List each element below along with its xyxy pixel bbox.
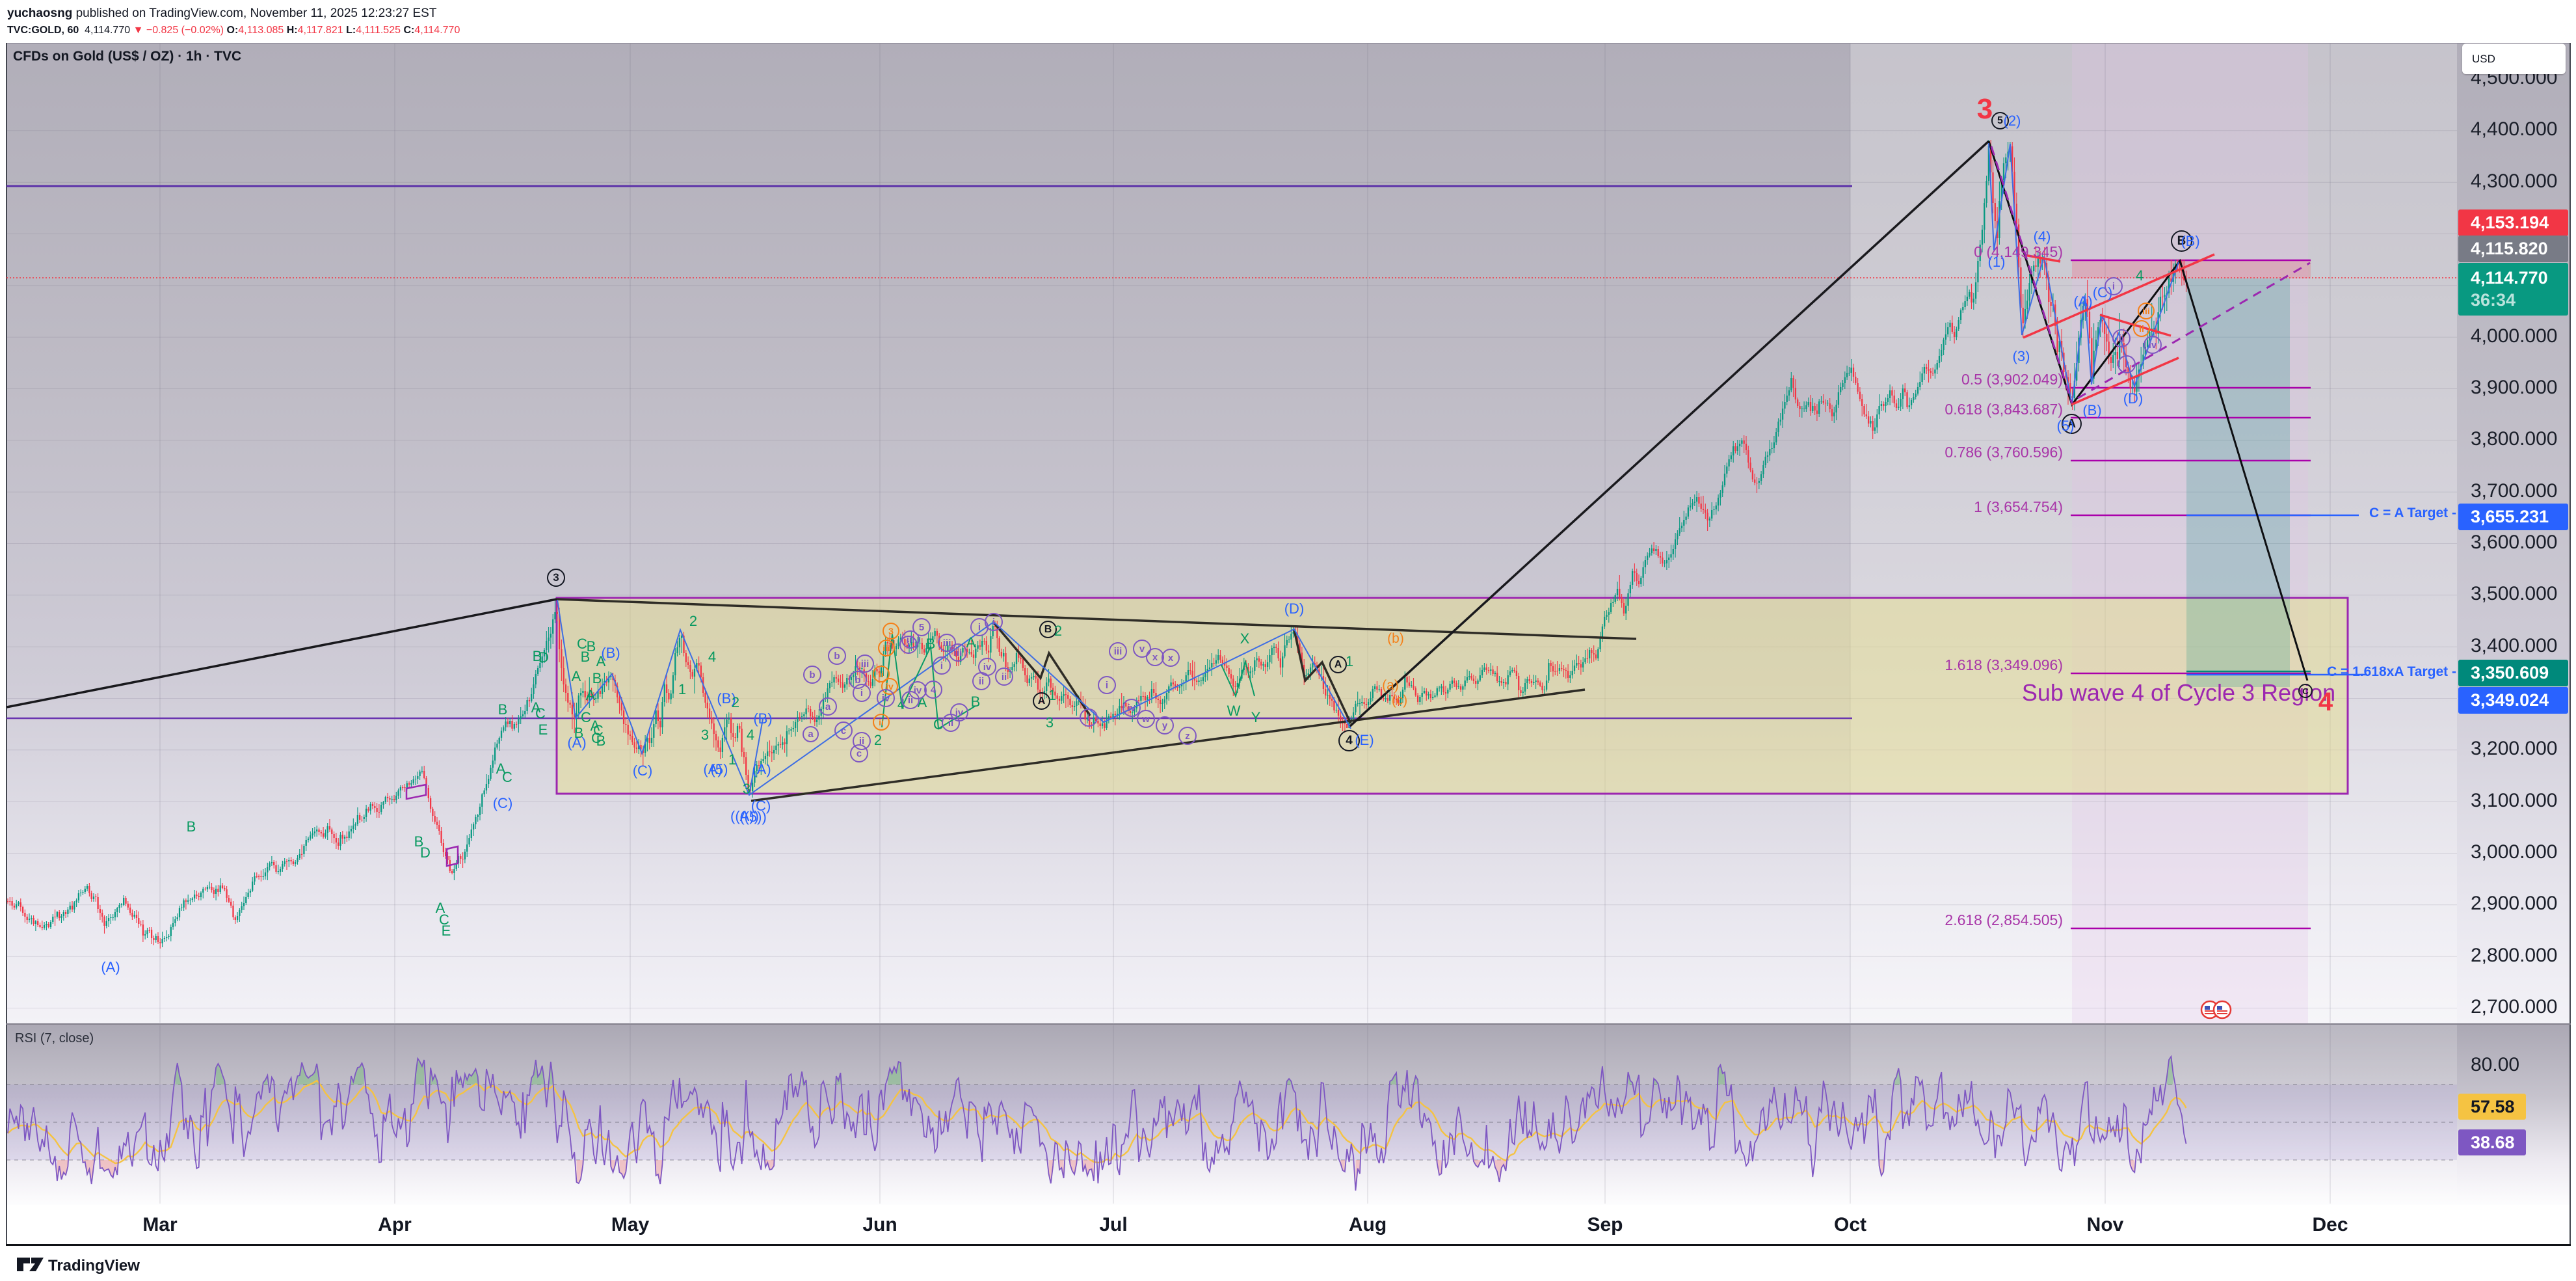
svg-text:TradingView: TradingView (48, 1257, 140, 1274)
